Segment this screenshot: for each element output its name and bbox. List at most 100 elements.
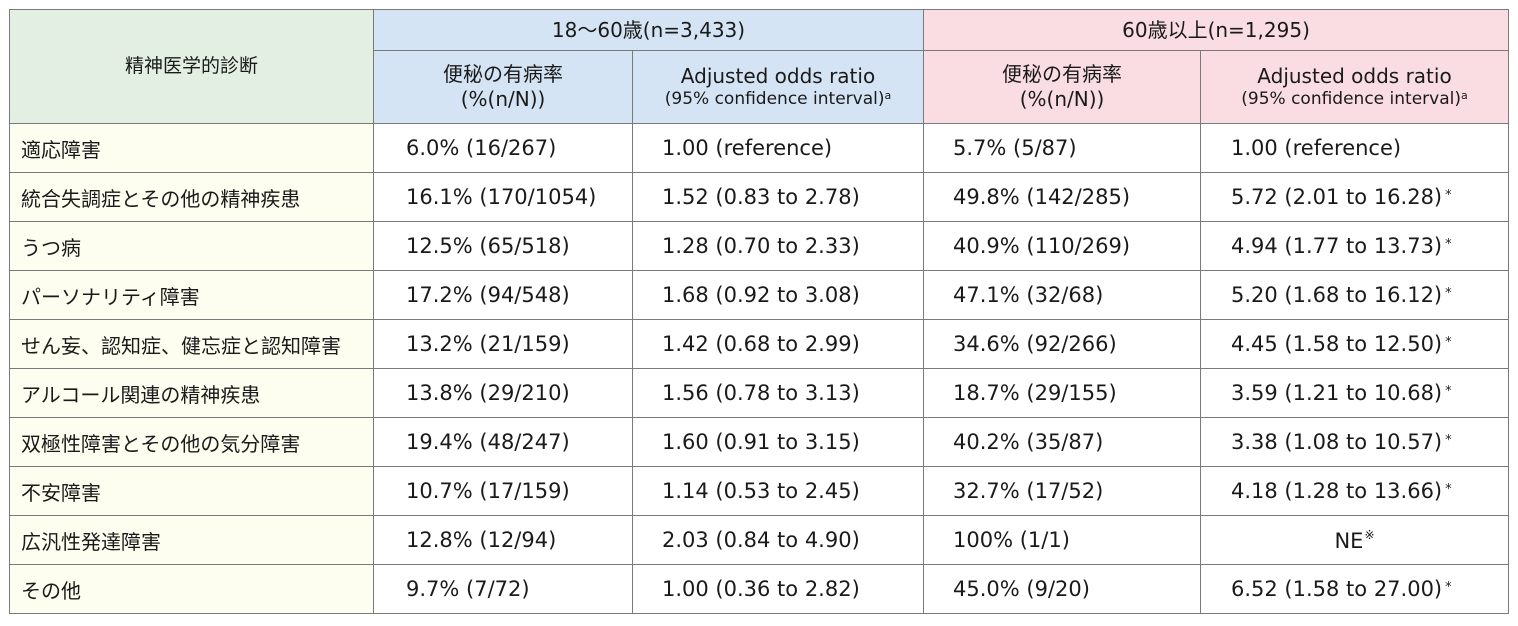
diagnosis-cell-text: アルコール関連の精神疾患: [21, 382, 261, 407]
diagnosis-cell-text: 双極性障害とその他の気分障害: [21, 431, 301, 456]
old-prevalence-cell-text: 49.8% (142/285): [953, 185, 1131, 209]
old-odds-ratio-cell-text: 3.59 (1.21 to 10.68): [1231, 381, 1443, 405]
old-odds-ratio-cell-text: 5.72 (2.01 to 16.28): [1231, 185, 1443, 209]
young-prevalence-cell-text: 16.1% (170/1054): [406, 185, 597, 209]
table-row: パーソナリティ障害 17.2% (94/548) 1.68 (0.92 to 3.0…: [9, 270, 1509, 320]
old-odds-ratio-cell-text: 4.18 (1.28 to 13.66): [1231, 479, 1443, 503]
old-odds-ratio-cell-text: 1.00 (reference): [1231, 136, 1402, 160]
young-prevalence-cell: 13.8% (29/210): [373, 368, 633, 418]
footnote-a-marker: a: [1460, 88, 1468, 102]
old-odds-ratio-cell: 4.18 (1.28 to 13.66) *: [1200, 466, 1509, 516]
young-prevalence-cell-text: 13.8% (29/210): [406, 381, 570, 405]
young-odds-ratio-cell: 1.14 (0.53 to 2.45): [632, 466, 924, 516]
young-odds-ratio-cell-text: 2.03 (0.84 to 4.90): [662, 528, 860, 552]
old-odds-ratio-cell: 3.59 (1.21 to 10.68) *: [1200, 368, 1509, 418]
young-odds-ratio-cell-text: 1.42 (0.68 to 2.99): [662, 332, 860, 356]
table-row: 広汎性発達障害 12.8% (12/94) 2.03 (0.84 to 4.90) 1…: [9, 515, 1509, 565]
old-prevalence-cell-text: 32.7% (17/52): [953, 479, 1104, 503]
table-row: 双極性障害とその他の気分障害 19.4% (48/247) 1.60 (0.91 t…: [9, 417, 1509, 467]
significance-asterisk: *: [1445, 384, 1452, 399]
young-odds-ratio-cell: 1.42 (0.68 to 2.99): [632, 319, 924, 369]
young-prevalence-cell: 9.7% (7/72): [373, 564, 633, 614]
old-prevalence-header: 便秘の有病率 (%(n/N)): [923, 50, 1201, 124]
young-odds-ratio-cell-text: 1.28 (0.70 to 2.33): [662, 234, 860, 258]
old-odds-ratio-cell: 1.00 (reference): [1200, 123, 1509, 173]
diagnosis-cell-text: パーソナリティ障害: [21, 284, 200, 309]
old-odds-ratio-cell: NE※: [1200, 515, 1509, 565]
old-prevalence-cell: 32.7% (17/52): [923, 466, 1201, 516]
young-prevalence-cell-text: 13.2% (21/159): [406, 332, 570, 356]
old-odds-ratio-cell-text: 6.52 (1.58 to 27.00): [1231, 577, 1443, 601]
old-odds-ratio-cell: 5.20 (1.68 to 16.12) *: [1200, 270, 1509, 320]
young-prevalence-cell-text: 6.0% (16/267): [406, 136, 557, 160]
young-prevalence-cell: 19.4% (48/247): [373, 417, 633, 467]
old-odds-header: Adjusted odds ratio (95% confidence inte…: [1200, 50, 1509, 124]
significance-asterisk: *: [1445, 580, 1452, 595]
significance-asterisk: *: [1445, 482, 1452, 497]
diagnosis-cell: 統合失調症とその他の精神疾患: [9, 172, 374, 222]
old-prevalence-cell-text: 47.1% (32/68): [953, 283, 1104, 307]
table-body: 適応障害 6.0% (16/267) 1.00 (reference) 5.7% (5…: [9, 123, 1509, 614]
footnote-a-marker: a: [884, 88, 892, 102]
old-prevalence-cell: 100% (1/1): [923, 515, 1201, 565]
odds-header-line1: Adjusted odds ratio: [680, 63, 876, 88]
old-odds-ratio-cell-text: 3.38 (1.08 to 10.57): [1231, 430, 1443, 454]
old-odds-ratio-cell-text: 4.45 (1.58 to 12.50): [1231, 332, 1443, 356]
old-prevalence-cell: 5.7% (5/87): [923, 123, 1201, 173]
young-prevalence-cell-text: 12.5% (65/518): [406, 234, 570, 258]
significance-asterisk: *: [1445, 188, 1452, 203]
young-odds-header: Adjusted odds ratio (95% confidence inte…: [632, 50, 924, 124]
table-row: 不安障害 10.7% (17/159) 1.14 (0.53 to 2.45) 32.…: [9, 466, 1509, 516]
old-odds-ratio-cell: 3.38 (1.08 to 10.57) *: [1200, 417, 1509, 467]
old-odds-ratio-cell-text: 4.94 (1.77 to 13.73): [1231, 234, 1443, 258]
diagnosis-cell: パーソナリティ障害: [9, 270, 374, 320]
young-odds-ratio-cell-text: 1.52 (0.83 to 2.78): [662, 185, 860, 209]
diagnosis-cell: その他: [9, 564, 374, 614]
young-prevalence-header: 便秘の有病率 (%(n/N)): [373, 50, 633, 124]
old-prevalence-cell: 18.7% (29/155): [923, 368, 1201, 418]
diagnosis-cell-text: せん妄、認知症、健忘症と認知障害: [21, 333, 341, 358]
significance-asterisk: *: [1445, 433, 1452, 448]
table-row: 統合失調症とその他の精神疾患 16.1% (170/1054) 1.52 (0.83…: [9, 172, 1509, 222]
diagnosis-cell-text: 統合失調症とその他の精神疾患: [21, 186, 301, 211]
diagnosis-cell: うつ病: [9, 221, 374, 271]
group-header-60-plus: 60歳以上(n=1,295): [923, 9, 1509, 51]
young-odds-ratio-cell: 1.00 (reference): [632, 123, 924, 173]
old-prevalence-cell: 47.1% (32/68): [923, 270, 1201, 320]
significance-asterisk: *: [1445, 335, 1452, 350]
young-odds-ratio-cell: 1.68 (0.92 to 3.08): [632, 270, 924, 320]
table-row: その他 9.7% (7/72) 1.00 (0.36 to 2.82) 45.0% (…: [9, 564, 1509, 614]
young-prevalence-cell-text: 19.4% (48/247): [406, 430, 570, 454]
young-prevalence-cell-text: 12.8% (12/94): [406, 528, 557, 552]
old-prevalence-cell: 40.2% (35/87): [923, 417, 1201, 467]
old-prevalence-cell: 40.9% (110/269): [923, 221, 1201, 271]
diagnosis-cell: 適応障害: [9, 123, 374, 173]
prevalence-header-line2: (%(n/N)): [460, 87, 546, 111]
young-odds-ratio-cell-text: 1.68 (0.92 to 3.08): [662, 283, 860, 307]
young-odds-ratio-cell: 1.60 (0.91 to 3.15): [632, 417, 924, 467]
young-prevalence-cell: 6.0% (16/267): [373, 123, 633, 173]
diagnosis-cell: 広汎性発達障害: [9, 515, 374, 565]
old-prevalence-cell-text: 40.9% (110/269): [953, 234, 1131, 258]
diagnosis-cell: せん妄、認知症、健忘症と認知障害: [9, 319, 374, 369]
young-prevalence-cell: 12.5% (65/518): [373, 221, 633, 271]
young-prevalence-cell: 10.7% (17/159): [373, 466, 633, 516]
young-prevalence-cell-text: 9.7% (7/72): [406, 577, 530, 601]
old-odds-ratio-cell: 4.94 (1.77 to 13.73) *: [1200, 221, 1509, 271]
not-estimable-note-marker: ※: [1364, 527, 1375, 542]
significance-asterisk: *: [1445, 237, 1452, 252]
data-table-container: 精神医学的診断 18〜60歳(n=3,433) 60歳以上(n=1,295) 便…: [9, 9, 1509, 614]
old-prevalence-cell-text: 5.7% (5/87): [953, 136, 1077, 160]
young-odds-ratio-cell-text: 1.60 (0.91 to 3.15): [662, 430, 860, 454]
constipation-prevalence-table: 精神医学的診断 18〜60歳(n=3,433) 60歳以上(n=1,295) 便…: [9, 9, 1509, 614]
odds-header-line1: Adjusted odds ratio: [1257, 63, 1452, 88]
young-odds-ratio-cell-text: 1.00 (reference): [662, 136, 833, 160]
old-prevalence-cell-text: 100% (1/1): [953, 528, 1070, 552]
young-prevalence-cell-text: 10.7% (17/159): [406, 479, 570, 503]
diagnosis-cell-text: 不安障害: [21, 480, 101, 505]
young-odds-ratio-cell: 1.56 (0.78 to 3.13): [632, 368, 924, 418]
young-prevalence-cell: 16.1% (170/1054): [373, 172, 633, 222]
diagnosis-cell-text: その他: [21, 578, 81, 603]
table-row: アルコール関連の精神疾患 13.8% (29/210) 1.56 (0.78 to …: [9, 368, 1509, 418]
young-odds-ratio-cell-text: 1.00 (0.36 to 2.82): [662, 577, 860, 601]
